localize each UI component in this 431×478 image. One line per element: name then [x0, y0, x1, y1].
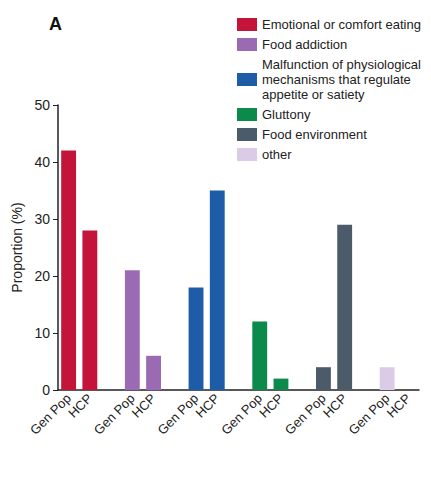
svg-text:Gen Pop: Gen Pop — [218, 391, 265, 438]
svg-text:Gen Pop: Gen Pop — [346, 391, 393, 438]
svg-text:Emotional or comfort eating: Emotional or comfort eating — [262, 17, 421, 32]
svg-text:other: other — [262, 147, 292, 162]
svg-text:Gen Pop: Gen Pop — [27, 391, 74, 438]
svg-text:HCP: HCP — [129, 391, 159, 421]
svg-text:40: 40 — [34, 154, 50, 170]
svg-text:Food environment: Food environment — [262, 127, 367, 142]
svg-text:Gluttony: Gluttony — [262, 107, 311, 122]
svg-text:Food addiction: Food addiction — [262, 37, 347, 52]
svg-text:HCP: HCP — [65, 391, 95, 421]
svg-text:HCP: HCP — [256, 391, 286, 421]
svg-text:Gen Pop: Gen Pop — [91, 391, 138, 438]
svg-text:A: A — [49, 14, 62, 34]
svg-text:HCP: HCP — [384, 391, 414, 421]
svg-text:Malfunction of physiological: Malfunction of physiological — [262, 57, 425, 72]
svg-text:20: 20 — [34, 268, 50, 284]
svg-text:appetite or satiety: appetite or satiety — [262, 87, 365, 102]
svg-text:Gen Pop: Gen Pop — [282, 391, 329, 438]
svg-text:mechanisms that regulate: mechanisms that regulate — [262, 72, 414, 87]
svg-text:HCP: HCP — [320, 391, 350, 421]
svg-text:30: 30 — [34, 211, 50, 227]
svg-text:Proportion (%): Proportion (%) — [9, 202, 25, 292]
svg-text:Gen Pop: Gen Pop — [154, 391, 201, 438]
svg-text:HCP: HCP — [193, 391, 223, 421]
svg-text:0: 0 — [42, 382, 50, 398]
svg-text:10: 10 — [34, 325, 50, 341]
svg-text:50: 50 — [34, 97, 50, 113]
